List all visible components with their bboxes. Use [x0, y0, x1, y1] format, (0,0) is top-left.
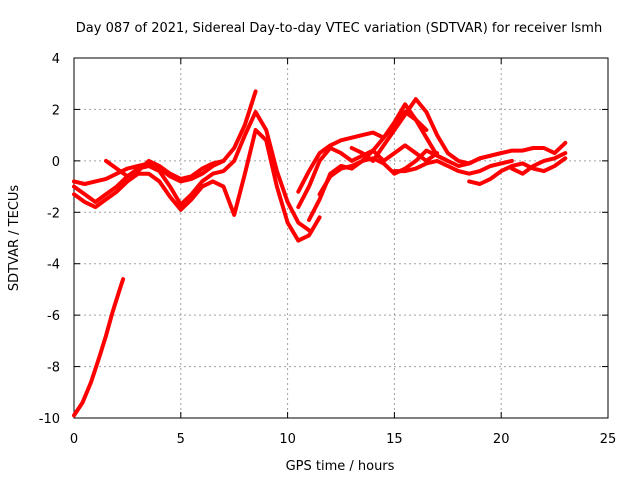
x-tick-label: 0: [70, 432, 78, 447]
x-tick-label: 15: [386, 432, 403, 447]
y-tick-label: -6: [47, 309, 60, 324]
chart-title: Day 087 of 2021, Sidereal Day-to-day VTE…: [76, 21, 602, 36]
series-arc-13: [509, 151, 568, 176]
series-arc-5: [104, 158, 226, 181]
series-arc-3: [72, 110, 311, 233]
series-arc-8: [307, 102, 450, 222]
x-axis-label: GPS time / hours: [286, 459, 395, 474]
tick-labels: 0 5 10 15 20 25 -10 -8 -6 -4 -2 0 2 4: [39, 52, 617, 447]
axis-ticks: [73, 57, 609, 419]
y-axis-label: SDTVAR / TECUs: [7, 185, 22, 292]
series-arc-11: [392, 158, 514, 176]
y-tick-label: -10: [39, 412, 60, 427]
series-arc-2: [72, 89, 258, 186]
x-tick-label: 25: [600, 432, 617, 447]
x-tick-label: 5: [177, 432, 185, 447]
x-tick-label: 20: [493, 432, 510, 447]
series-arc-12: [467, 156, 568, 186]
x-tick-label: 10: [279, 432, 296, 447]
data-series: [72, 89, 568, 418]
y-tick-label: -4: [47, 258, 60, 273]
series-arc-4: [72, 128, 322, 243]
plot-frame: [73, 57, 609, 419]
grid-lines: [74, 58, 608, 418]
y-tick-label: 0: [52, 155, 60, 170]
y-tick-label: 2: [52, 103, 60, 118]
series-arc-10: [349, 97, 568, 166]
y-tick-label: -2: [47, 206, 60, 221]
series-arc-1: [72, 277, 126, 418]
y-tick-label: 4: [52, 52, 60, 67]
y-tick-label: -8: [47, 361, 60, 376]
